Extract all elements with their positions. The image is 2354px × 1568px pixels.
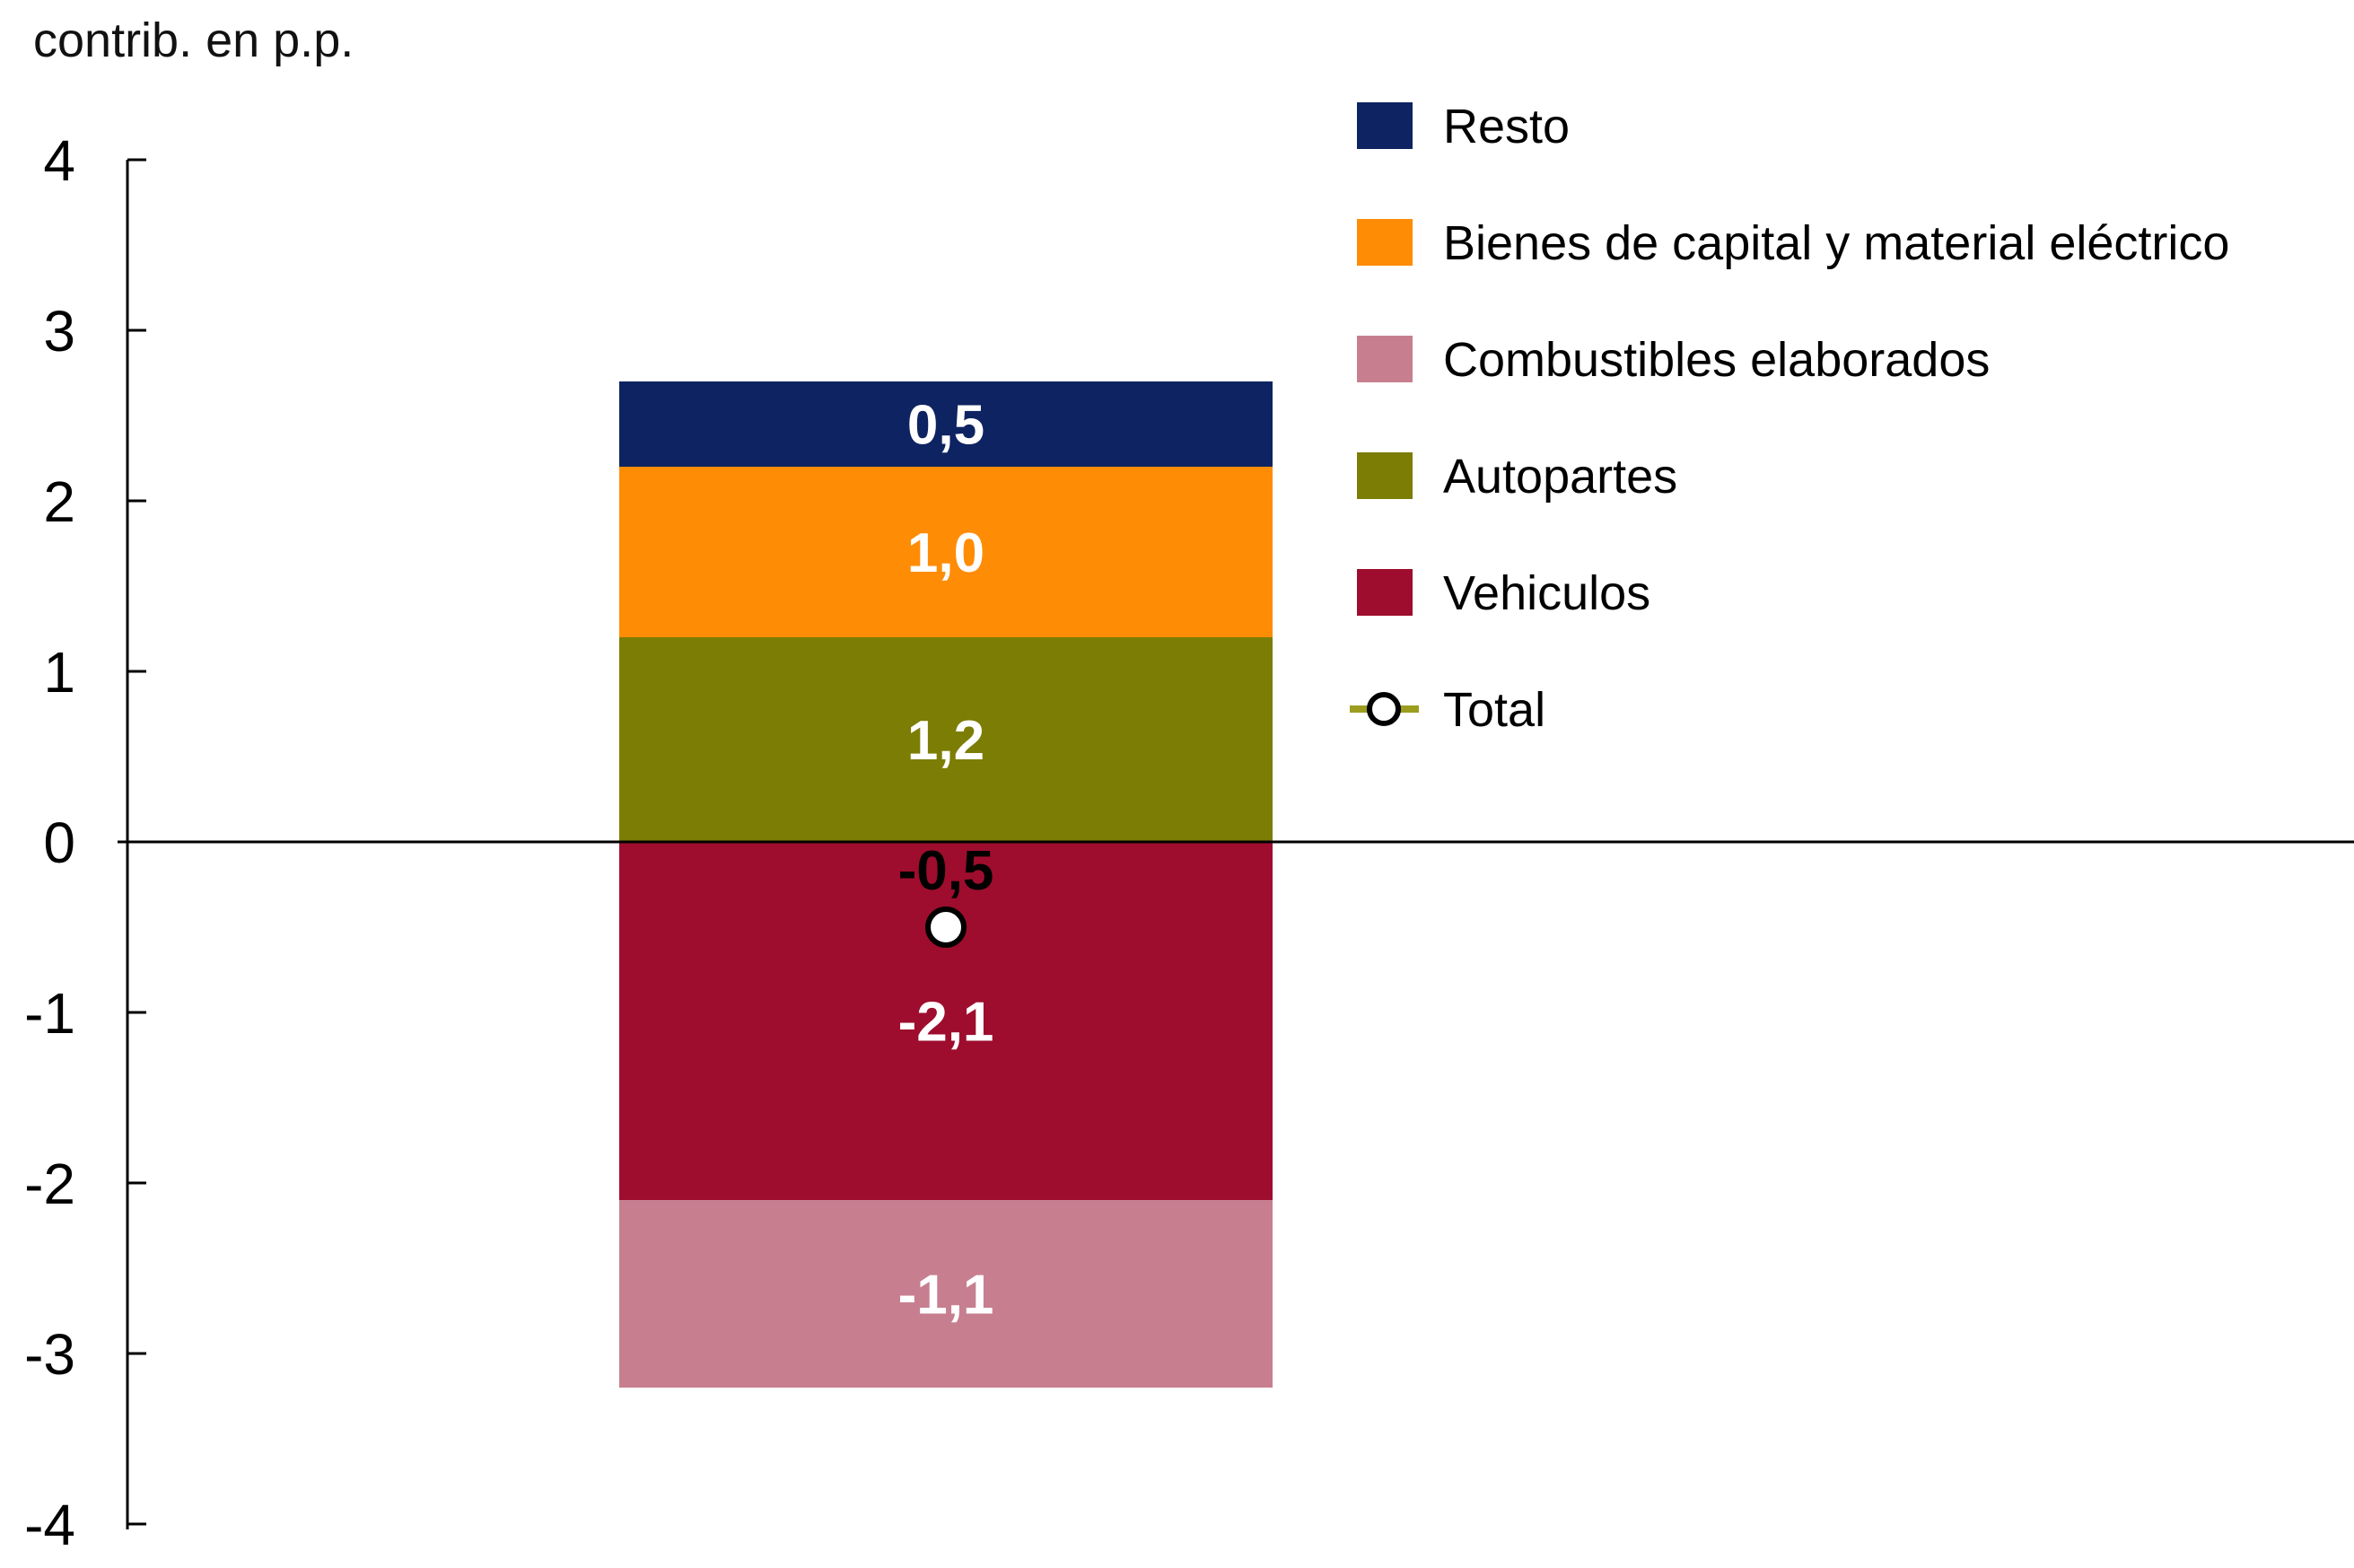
bar-segment-bienes-de-capital-y-material-electrico [619, 467, 1273, 637]
legend-label-total: Total [1443, 683, 1545, 737]
legend-label-bienes-de-capital-y-material-electrico: Bienes de capital y material eléctrico [1443, 216, 2229, 270]
bar-value-label-combustibles-elaborados: -1,1 [898, 1265, 994, 1327]
bar-segment-autopartes [619, 637, 1273, 842]
y-tick-label--1: -1 [24, 981, 75, 1046]
bar-segment-resto [619, 381, 1273, 467]
legend-label-resto: Resto [1443, 100, 1570, 153]
y-tick-label--3: -3 [24, 1322, 75, 1387]
total-marker [925, 907, 967, 948]
legend-swatch-autopartes [1357, 452, 1413, 499]
bar-value-label-vehiculos: -2,1 [898, 992, 994, 1054]
bar-value-label-resto: 0,5 [907, 395, 984, 457]
legend-swatch-resto [1357, 102, 1413, 149]
legend-swatch-bienes-de-capital-y-material-electrico [1357, 219, 1413, 266]
bar-value-label-bienes-de-capital-y-material-electrico: 1,0 [907, 522, 984, 584]
y-tick-label--4: -4 [24, 1493, 75, 1557]
y-tick-label-0: 0 [43, 810, 75, 875]
y-tick-label-3: 3 [43, 299, 75, 364]
legend-swatch-vehiculos [1357, 569, 1413, 616]
legend-label-autopartes: Autopartes [1443, 450, 1677, 504]
y-tick-label-4: 4 [43, 128, 75, 193]
chart-title: contrib. en p.p. [33, 13, 354, 67]
bar-value-label-autopartes: 1,2 [907, 710, 984, 772]
legend-marker-total [1367, 692, 1401, 726]
y-tick-label-1: 1 [43, 640, 75, 705]
y-tick-label-2: 2 [43, 469, 75, 534]
bar-segment-vehiculos [619, 842, 1273, 1200]
total-value-label: -0,5 [898, 840, 994, 902]
legend-label-vehiculos: Vehiculos [1443, 566, 1650, 620]
legend-swatch-combustibles-elaborados [1357, 336, 1413, 382]
y-tick-label--2: -2 [24, 1152, 75, 1216]
legend-label-combustibles-elaborados: Combustibles elaborados [1443, 333, 1990, 387]
bar-segment-combustibles-elaborados [619, 1200, 1273, 1388]
